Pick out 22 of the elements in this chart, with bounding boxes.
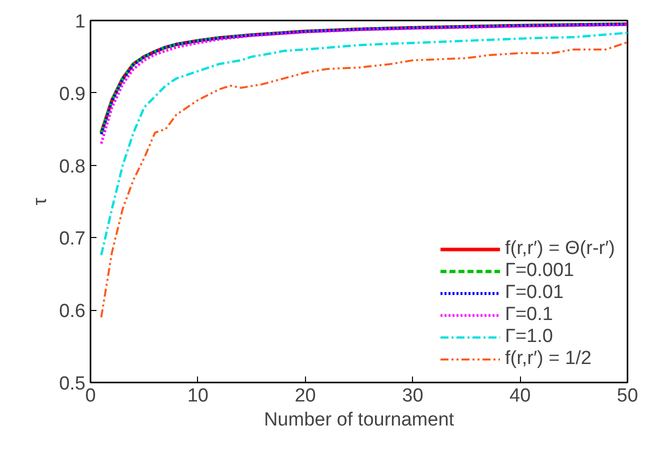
- x-tick-label: 10: [187, 386, 208, 406]
- x-tick-label: 40: [510, 386, 531, 406]
- y-tick-label: 0.5: [59, 374, 86, 394]
- y-tick-label: 1: [74, 12, 86, 32]
- legend-label: Γ=0.1: [504, 304, 553, 326]
- y-axis-title: τ: [30, 197, 52, 206]
- line-series: [100, 41, 628, 318]
- x-tick-label: 30: [402, 386, 424, 406]
- legend-label: f(r,r′) = Θ(r-r′): [504, 238, 615, 260]
- x-tick-label: 0: [85, 386, 96, 406]
- y-tick-label: 0.7: [59, 228, 86, 250]
- y-tick-label: 0.8: [59, 156, 86, 178]
- legend-label: Γ=0.001: [504, 260, 574, 282]
- x-tick-label: 20: [294, 386, 316, 406]
- y-tick-label: 0.9: [59, 84, 86, 105]
- legend-label: f(r,r′) = 1/2: [504, 348, 592, 370]
- x-axis-title: Number of tournament: [264, 410, 455, 430]
- legend-label: Γ=0.01: [504, 282, 564, 304]
- x-tick-label: 50: [616, 386, 638, 406]
- y-tick-label: 0.6: [59, 301, 86, 322]
- line-series: [100, 32, 628, 256]
- legend-label: Γ=1.0: [504, 326, 553, 348]
